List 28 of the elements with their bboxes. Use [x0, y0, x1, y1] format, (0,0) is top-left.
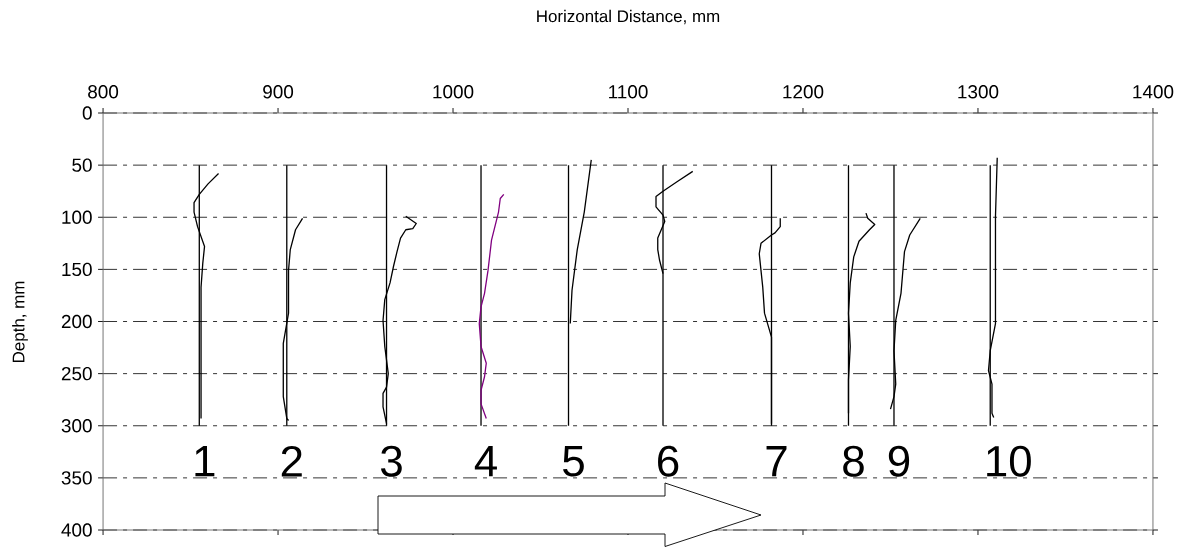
y-tick-label: 100: [62, 210, 92, 224]
x-axis-title: Horizontal Distance, mm: [537, 9, 720, 25]
y-tick-label: 400: [61, 523, 92, 537]
annotation: 6: [658, 445, 679, 477]
annotation: 10: [987, 445, 1031, 477]
annotation: 5: [563, 445, 584, 477]
y-axis-title: Depth, mm: [12, 281, 28, 363]
x-tick-label: 1400: [1133, 85, 1174, 99]
annotation: 1: [195, 446, 215, 477]
annotation: 7: [766, 446, 787, 477]
annotation: 2: [281, 445, 302, 477]
x-tick-label: 1200: [783, 85, 824, 99]
annotation: 8: [843, 445, 864, 477]
annotation: 4: [474, 446, 497, 477]
y-tick-label: 150: [62, 262, 92, 277]
annotation: 3: [381, 445, 402, 477]
x-tick-label: 800: [88, 85, 119, 99]
y-tick-label: 350: [61, 471, 92, 485]
annotation: 9: [888, 445, 910, 477]
x-tick-label: 1100: [609, 85, 648, 99]
x-tick-label: 900: [263, 85, 294, 99]
y-tick-label: 200: [61, 314, 92, 329]
x-tick-label: 1000: [433, 85, 474, 99]
y-tick-label: 0: [82, 106, 92, 120]
y-tick-label: 300: [61, 419, 92, 433]
y-tick-label: 50: [72, 158, 92, 172]
y-tick-label: 250: [61, 366, 92, 381]
x-tick-label: 1300: [958, 85, 999, 99]
